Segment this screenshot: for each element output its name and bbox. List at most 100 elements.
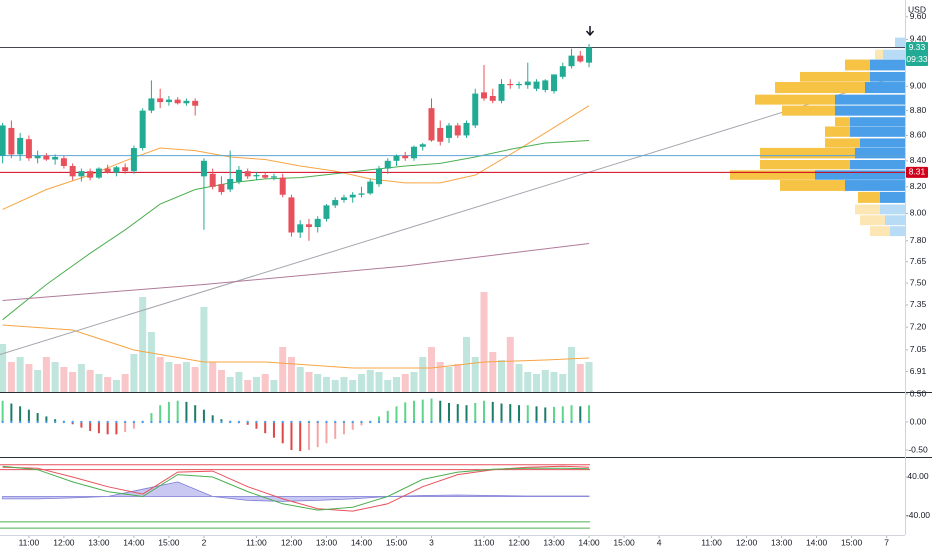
profile-down <box>835 105 905 116</box>
volume-bar <box>445 367 453 392</box>
candle-body <box>218 184 225 193</box>
macd-bar <box>307 422 310 451</box>
volume-bar <box>165 362 173 392</box>
macd-bar <box>500 403 503 423</box>
profile-down <box>850 126 905 137</box>
candle-body <box>279 177 286 195</box>
macd-bar <box>27 409 30 423</box>
candle-body <box>332 200 339 206</box>
macd-dot <box>1 420 4 424</box>
macd-dot <box>255 420 258 424</box>
candle-body <box>130 148 137 172</box>
macd-dot <box>272 420 276 424</box>
candle-body <box>87 171 94 178</box>
candle-body <box>358 193 365 195</box>
moving-average <box>2 105 590 210</box>
volume-bar <box>156 357 164 392</box>
candle-body <box>384 160 391 169</box>
volume-bar <box>392 377 400 392</box>
volume-bar <box>279 347 287 392</box>
y-tick-label: 7.80 <box>910 235 927 245</box>
macd-dot <box>228 420 232 424</box>
macd-bar <box>299 422 302 452</box>
y-tick-label: 40.00 <box>907 471 929 481</box>
volume-bar <box>139 297 147 392</box>
macd-bar <box>97 422 100 434</box>
profile-down <box>855 147 905 159</box>
macd-bar <box>342 422 345 435</box>
macd-dot <box>193 420 197 424</box>
macd-bar <box>115 422 118 435</box>
macd-bar <box>570 405 573 423</box>
profile-up <box>845 59 870 71</box>
macd-bar <box>553 406 556 423</box>
macd-bar <box>351 422 354 430</box>
y-tick-label: 8.60 <box>910 130 927 140</box>
trendline <box>0 73 906 355</box>
profile-down <box>880 204 905 215</box>
volume-bar <box>25 364 33 392</box>
macd-dot <box>386 420 389 424</box>
macd-dot <box>115 420 118 424</box>
profile-down <box>845 180 905 191</box>
volume-bar <box>121 374 129 392</box>
volume-bar <box>95 374 103 392</box>
volume-bar <box>270 380 278 392</box>
macd-dot <box>342 420 346 424</box>
x-tick-label: 15:00 <box>613 537 635 547</box>
plot-layer: 9.60 9.40 9.00 8.80 8.60 8.40 8.20 8.00 7.80 7.65… <box>0 11 930 547</box>
volume-bar <box>235 372 243 392</box>
profile-down <box>885 215 905 226</box>
volume-bar <box>550 372 558 392</box>
macd-bar <box>124 422 127 433</box>
volume-bar <box>51 362 59 392</box>
candle-body <box>148 98 155 111</box>
price-tag <box>906 42 928 67</box>
x-tick-label: 2 <box>202 537 207 547</box>
candle-body <box>481 92 488 99</box>
macd-bar <box>132 422 135 429</box>
macd-dot <box>500 420 503 424</box>
profile-up <box>825 126 850 137</box>
volume-bar <box>576 364 584 392</box>
candle-body <box>463 122 470 136</box>
macd-bar <box>80 422 83 428</box>
volume-bar <box>480 292 488 392</box>
macd-dot <box>465 420 468 424</box>
macd-dot <box>369 420 372 424</box>
arrow-icon <box>585 26 595 37</box>
countdown-label: 09:33 <box>906 54 928 64</box>
macd-bar <box>430 398 433 423</box>
candle-body <box>0 125 6 156</box>
macd-bar <box>290 422 293 451</box>
candle-body <box>165 99 172 103</box>
volume-bar <box>541 370 549 392</box>
macd-dot <box>351 420 354 424</box>
x-tick-label: 12:00 <box>508 537 530 547</box>
profile-down <box>870 71 905 82</box>
macd-dot <box>509 420 512 424</box>
macd-dot <box>325 420 328 424</box>
macd-bar <box>334 422 337 439</box>
macd-bar <box>439 400 442 423</box>
macd-bar <box>220 419 223 423</box>
candle-body <box>25 139 32 159</box>
y-tick-label: 8.80 <box>910 105 927 115</box>
macd-dot <box>307 420 311 424</box>
x-tick-label: 11:00 <box>474 537 495 547</box>
volume-bar <box>340 377 348 392</box>
profile-up <box>782 105 835 116</box>
macd-bar <box>167 401 170 423</box>
macd-bar <box>106 422 109 435</box>
profile-up <box>755 94 835 105</box>
volume-bar <box>559 374 567 392</box>
moving-average <box>2 243 590 301</box>
macd-bar <box>544 407 547 423</box>
x-tick-label: 13:00 <box>316 537 338 547</box>
candle-body <box>297 224 304 233</box>
profile-up <box>858 191 880 203</box>
x-tick-label: 12:00 <box>736 537 758 547</box>
macd-bar <box>10 403 13 423</box>
price-tag-label: 9.33 <box>909 42 926 52</box>
